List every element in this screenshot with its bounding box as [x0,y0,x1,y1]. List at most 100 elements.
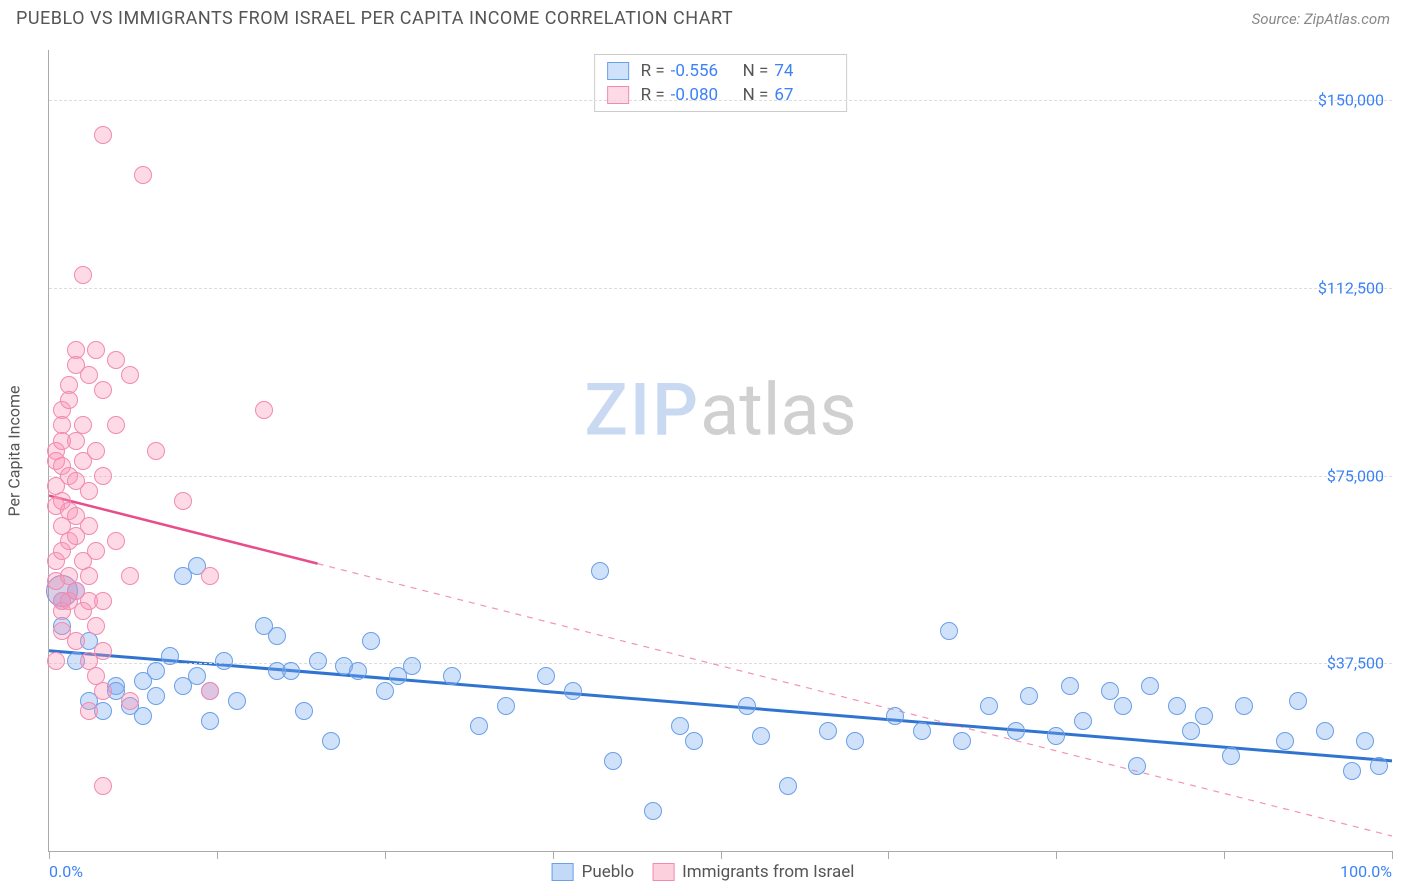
data-point [80,702,98,720]
data-point [1235,697,1253,715]
data-point [1343,762,1361,780]
data-point [738,697,756,715]
correlation-chart: Per Capita Income ZIPatlas R =-0.556N =7… [48,50,1392,852]
watermark: ZIPatlas [584,368,856,453]
data-point [1316,722,1334,740]
stat-r-label: R = [641,61,665,81]
data-point [443,667,461,685]
data-point [121,366,139,384]
legend-item: Pueblo [552,862,635,882]
data-point [147,442,165,460]
data-point [470,717,488,735]
data-point [1101,682,1119,700]
data-point [94,126,112,144]
legend-label: Immigrants from Israel [682,862,854,882]
x-tick [553,851,554,859]
data-point [671,717,689,735]
data-point [1074,712,1092,730]
data-point [497,697,515,715]
stat-n-label: N = [743,61,769,81]
data-point [60,391,78,409]
data-point [349,662,367,680]
data-point [215,652,233,670]
data-point [87,542,105,560]
data-point [1276,732,1294,750]
data-point [174,492,192,510]
data-point [107,416,125,434]
legend-bottom: Pueblo Immigrants from Israel [552,862,855,882]
data-point [1061,677,1079,695]
data-point [94,381,112,399]
data-point [80,517,98,535]
data-point [80,567,98,585]
x-tick-label: 100.0% [1340,862,1392,881]
stat-r-label: R = [641,85,665,105]
legend-stats: R =-0.556N =74R =-0.080N =67 [594,54,848,112]
data-point [1195,707,1213,725]
data-point [376,682,394,700]
x-tick [721,851,722,859]
y-tick-label: $150,000 [1318,91,1384,110]
x-tick [1056,851,1057,859]
data-point [1047,727,1065,745]
y-axis-label: Per Capita Income [5,385,24,516]
data-point [134,166,152,184]
data-point [74,266,92,284]
stat-n-value: 67 [774,85,834,105]
trend-line-solid [49,651,1392,761]
data-point [1141,677,1159,695]
x-tick [217,851,218,859]
y-tick-label: $112,500 [1318,278,1384,297]
data-point [94,682,112,700]
chart-title: PUEBLO VS IMMIGRANTS FROM ISRAEL PER CAP… [16,8,733,29]
data-point [980,697,998,715]
gridline [49,476,1392,477]
data-point [147,662,165,680]
data-point [564,682,582,700]
data-point [604,752,622,770]
data-point [80,482,98,500]
x-tick [1392,851,1393,859]
data-point [940,622,958,640]
y-tick-label: $75,000 [1327,466,1384,485]
y-tick-label: $37,500 [1327,654,1384,673]
data-point [107,532,125,550]
data-point [846,732,864,750]
data-point [953,732,971,750]
legend-swatch [607,62,629,80]
data-point [201,682,219,700]
data-point [268,627,286,645]
x-tick [385,851,386,859]
data-point [322,732,340,750]
chart-header: PUEBLO VS IMMIGRANTS FROM ISRAEL PER CAP… [0,0,1406,33]
data-point [87,341,105,359]
data-point [94,777,112,795]
data-point [47,652,65,670]
data-point [309,652,327,670]
gridline [49,288,1392,289]
legend-swatch [652,863,674,881]
legend-label: Pueblo [582,862,635,882]
legend-stats-row: R = -0.556 N =74 [607,59,835,83]
data-point [819,722,837,740]
data-point [1356,732,1374,750]
stat-n-value: 74 [774,61,834,81]
data-point [147,687,165,705]
x-tick-label: 0.0% [49,862,83,881]
legend-swatch [552,863,574,881]
data-point [74,416,92,434]
x-tick [49,851,50,859]
data-point [1182,722,1200,740]
data-point [255,401,273,419]
data-point [1114,697,1132,715]
data-point [685,732,703,750]
data-point [295,702,313,720]
stat-r-value: -0.556 [671,61,731,81]
data-point [752,727,770,745]
data-point [201,567,219,585]
watermark-atlas: atlas [700,368,857,453]
data-point [913,722,931,740]
data-point [94,467,112,485]
x-tick [888,851,889,859]
data-point [1007,722,1025,740]
